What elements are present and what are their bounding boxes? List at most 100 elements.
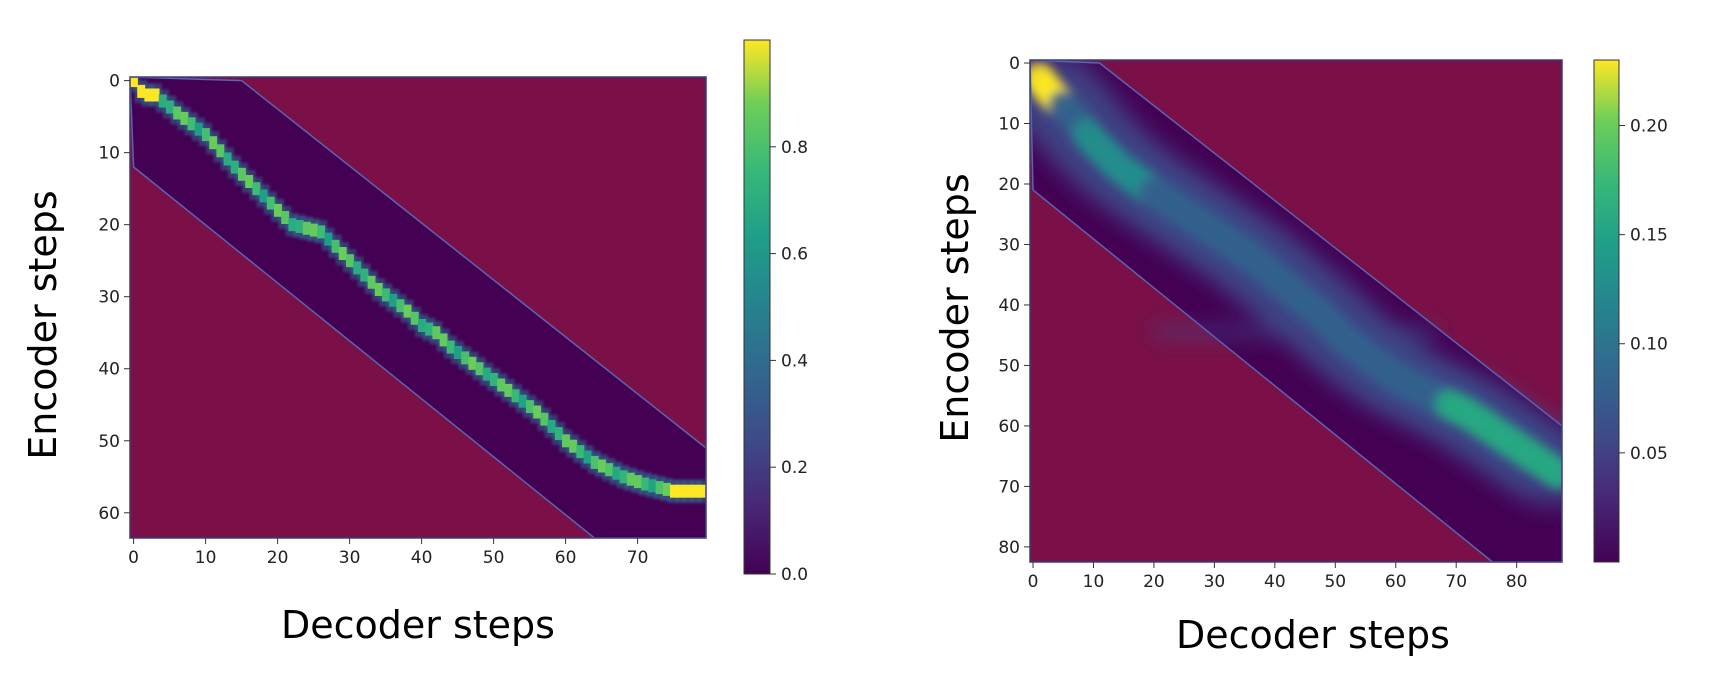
chart-2-band-edge [1030, 60, 1562, 562]
colorbar-tick-label: 0.0 [781, 565, 808, 585]
chart-1-alignment-path [130, 77, 706, 498]
chart-1-path-cell [562, 434, 570, 448]
chart-1-path-cell [274, 203, 282, 217]
chart-1-path-cell [324, 232, 333, 246]
chart-1-path-cell [288, 218, 297, 232]
chart-1-path-cell [360, 268, 369, 282]
x-tick-label: 60 [1385, 572, 1407, 592]
chart-2-colorbar [1593, 59, 1620, 563]
chart-1-path-cell [353, 261, 362, 275]
chart-1-path-cell [583, 450, 592, 464]
chart-1-path-cell [302, 221, 311, 235]
chart-1-path-cell [691, 484, 700, 498]
colorbar-tick-label: 0.8 [781, 138, 808, 158]
y-tick-label: 10 [98, 144, 120, 164]
x-tick-label: 50 [1324, 572, 1346, 592]
chart-1-path-cell [526, 400, 534, 414]
chart-1-path-cell [533, 405, 542, 419]
chart-1-path-cell [569, 439, 578, 453]
chart-1-path-cell [389, 293, 398, 307]
chart-1-path-cell [396, 299, 405, 313]
chart-1-path-cell [173, 106, 182, 120]
y-tick-label: 40 [998, 296, 1020, 316]
chart-1-path-cell [626, 472, 635, 486]
x-tick-label: 0 [1028, 572, 1039, 592]
chart-1-path-cell [238, 167, 246, 181]
x-tick-label: 50 [483, 548, 505, 568]
chart-2-y-label: Encoder steps [933, 173, 977, 442]
x-tick-label: 20 [267, 548, 289, 568]
chart-1: 0 10 20 30 40 50 60 70 0 10 20 30 40 50 60 Decoder st… [21, 39, 808, 647]
chart-1-path-cell [598, 459, 606, 473]
chart-1-path-cell [590, 455, 599, 469]
chart-1-path-cell [425, 322, 434, 336]
chart-1-path-cell [223, 152, 232, 166]
chart-1-path-cell [410, 311, 419, 325]
x-tick-label: 80 [1506, 572, 1528, 592]
chart-1-path-cell [641, 477, 650, 491]
colorbar-tick-label: 0.10 [1630, 335, 1668, 355]
chart-1-path-cell [252, 182, 261, 196]
chart-1-path-cell [662, 482, 671, 496]
chart-1-path-cell [461, 351, 470, 365]
chart-2-colorbar-ticks: 0.05 0.10 0.15 0.20 [1619, 116, 1668, 464]
chart-1-plot-area [130, 77, 706, 538]
chart-1-colorbar-ticks: 0.0 0.2 0.4 0.6 0.8 [770, 138, 808, 585]
x-tick-label: 20 [1143, 572, 1165, 592]
chart-1-path-cell [180, 111, 189, 125]
colorbar-tick-label: 0.6 [781, 245, 808, 265]
chart-1-path-cell [490, 373, 498, 386]
chart-1-colorbar [743, 39, 771, 575]
y-tick-label: 60 [98, 504, 120, 524]
y-tick-label: 50 [98, 432, 120, 452]
chart-1-path-cell [130, 77, 138, 88]
chart-1-path-cell [281, 211, 290, 224]
chart-1-path-cell [540, 412, 549, 426]
y-tick-label: 0 [109, 72, 120, 92]
chart-2-alignment-path [1030, 62, 1562, 490]
colorbar-tick-label: 0.20 [1630, 116, 1668, 136]
chart-1-path-cell [187, 117, 196, 131]
chart-1-path-cell [554, 427, 563, 441]
y-tick-label: 70 [998, 477, 1020, 497]
y-tick-label: 80 [998, 538, 1020, 558]
chart-1-path-cell [648, 479, 657, 493]
chart-1-path-cell [482, 367, 491, 381]
chart-1-path-cell [151, 88, 160, 102]
chart-1-x-ticks: 0 10 20 30 40 50 60 70 [128, 538, 648, 568]
chart-1-path-cell [295, 220, 304, 233]
chart-2-streak [1153, 326, 1438, 339]
chart-1-path-cell [158, 94, 167, 108]
chart-1-path-cell [418, 319, 426, 332]
y-tick-label: 0 [1009, 54, 1020, 74]
chart-1-path-cell [374, 283, 383, 296]
chart-1-path-cell [677, 484, 686, 498]
chart-2-path-blob [1543, 458, 1562, 490]
colorbar-tick-label: 0.05 [1630, 444, 1668, 464]
chart-2-x-label: Decoder steps [1176, 613, 1450, 657]
x-tick-label: 70 [627, 548, 649, 568]
chart-1-path-cell [670, 484, 678, 498]
x-tick-label: 10 [195, 548, 217, 568]
chart-1-path-cell [432, 326, 441, 340]
y-tick-label: 20 [98, 216, 120, 236]
chart-1-path-cell [338, 247, 347, 260]
chart-1-path-cell [194, 122, 203, 136]
chart-1-path-cell [454, 346, 462, 359]
x-tick-label: 10 [1083, 572, 1105, 592]
x-tick-label: 40 [411, 548, 433, 568]
x-tick-label: 40 [1264, 572, 1286, 592]
chart-1-plot-frame [129, 76, 707, 539]
chart-1-path-cell [446, 340, 455, 354]
chart-1-path-cell [144, 88, 153, 102]
chart-1-path-cell [346, 254, 354, 268]
chart-1-x-label: Decoder steps [281, 603, 555, 647]
chart-2-y-ticks: 0 10 20 30 40 50 60 70 80 [998, 54, 1030, 558]
chart-1-path-cell [310, 223, 318, 237]
chart-1-path-cell [518, 394, 527, 408]
chart-2: 0 10 20 30 40 50 60 70 80 0 10 20 30 40 50 60 70 80 Deco… [933, 54, 1668, 657]
y-tick-label: 30 [98, 288, 120, 308]
y-tick-label: 20 [998, 175, 1020, 195]
chart-1-path-cell [403, 304, 412, 318]
